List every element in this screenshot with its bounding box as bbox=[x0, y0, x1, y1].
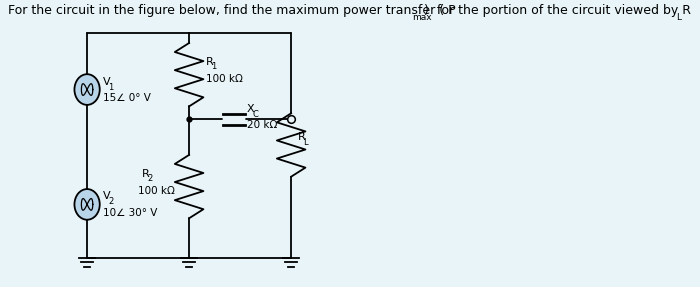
Text: 10∠ 30° V: 10∠ 30° V bbox=[103, 208, 158, 218]
Text: 1: 1 bbox=[211, 62, 217, 71]
Text: 100 kΩ: 100 kΩ bbox=[206, 74, 243, 84]
Text: )  for the portion of the circuit viewed by R: ) for the portion of the circuit viewed … bbox=[424, 4, 691, 17]
Text: C: C bbox=[253, 110, 259, 119]
Text: R: R bbox=[206, 57, 214, 67]
Text: R: R bbox=[142, 169, 150, 179]
Text: R: R bbox=[298, 132, 305, 142]
Text: L: L bbox=[303, 137, 307, 147]
Text: V: V bbox=[103, 77, 111, 87]
Circle shape bbox=[74, 189, 99, 220]
Circle shape bbox=[74, 74, 99, 105]
Text: For the circuit in the figure below, find the maximum power transfer ( P: For the circuit in the figure below, fin… bbox=[8, 4, 456, 17]
Text: 2: 2 bbox=[147, 174, 153, 183]
Text: max: max bbox=[412, 13, 432, 22]
Text: V: V bbox=[103, 191, 111, 201]
Text: 2: 2 bbox=[108, 197, 113, 206]
Text: 20 kΩ: 20 kΩ bbox=[247, 120, 277, 130]
Text: 15∠ 0° V: 15∠ 0° V bbox=[103, 94, 151, 103]
Text: 100 kΩ: 100 kΩ bbox=[138, 185, 174, 195]
Text: X: X bbox=[247, 104, 255, 114]
Text: L: L bbox=[677, 13, 682, 22]
Text: 1: 1 bbox=[108, 83, 113, 92]
